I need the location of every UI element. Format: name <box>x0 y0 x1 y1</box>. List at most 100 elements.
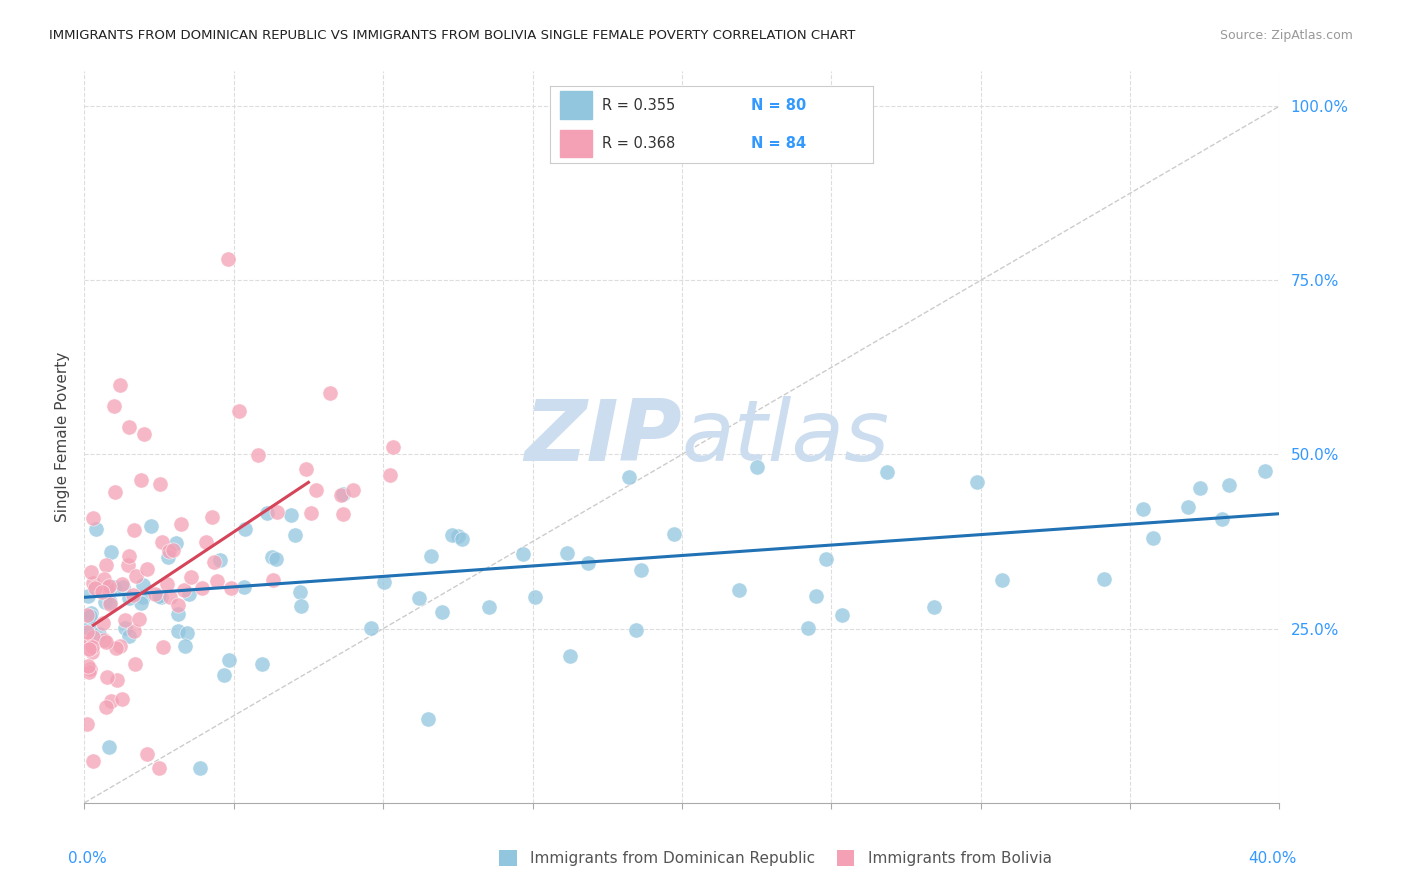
Point <box>152 640 174 654</box>
Point <box>131 591 153 605</box>
Point <box>148 761 170 775</box>
Point <box>150 590 173 604</box>
Point <box>122 523 145 537</box>
Point <box>373 575 395 590</box>
Point <box>98 594 121 608</box>
Point <box>77 621 100 635</box>
Point <box>256 506 278 520</box>
Point <box>139 519 162 533</box>
Point <box>815 551 838 566</box>
Point <box>82 575 104 590</box>
Text: Source: ZipAtlas.com: Source: ZipAtlas.com <box>1219 29 1353 42</box>
Point <box>305 483 328 497</box>
Point <box>447 529 470 543</box>
Point <box>477 599 499 614</box>
Point <box>136 747 159 761</box>
Point <box>98 598 121 612</box>
Point <box>122 588 145 602</box>
Point <box>76 636 98 650</box>
Point <box>796 621 818 635</box>
Point <box>876 465 898 479</box>
Point <box>191 581 214 595</box>
Text: 40.0%: 40.0% <box>1249 851 1296 865</box>
Point <box>132 426 156 441</box>
Point <box>555 545 578 559</box>
Point <box>419 549 441 563</box>
Point <box>156 577 179 591</box>
Point <box>264 551 287 566</box>
Point <box>98 740 121 755</box>
Point <box>1092 573 1115 587</box>
Point <box>332 486 354 500</box>
Point <box>1142 532 1164 546</box>
Point <box>84 581 107 595</box>
Point <box>76 608 98 623</box>
Point <box>232 580 254 594</box>
Point <box>167 624 190 639</box>
Point <box>1189 481 1212 495</box>
Point <box>82 640 104 654</box>
Point <box>1177 500 1199 515</box>
Point <box>177 587 200 601</box>
Point <box>176 625 198 640</box>
Point <box>180 570 202 584</box>
Point <box>100 693 122 707</box>
Point <box>202 555 225 569</box>
Text: Immigrants from Dominican Republic: Immigrants from Dominican Republic <box>530 851 815 865</box>
Point <box>97 579 120 593</box>
Text: atlas: atlas <box>682 395 890 479</box>
Point <box>100 545 122 559</box>
Point <box>745 459 768 474</box>
Point <box>664 527 686 541</box>
Point <box>280 508 302 522</box>
Point <box>212 668 235 682</box>
Y-axis label: Single Female Poverty: Single Female Poverty <box>55 352 70 522</box>
Point <box>165 536 187 550</box>
Point <box>450 532 472 546</box>
Point <box>188 761 211 775</box>
Point <box>922 600 945 615</box>
Point <box>87 627 110 641</box>
Point <box>966 475 988 490</box>
Point <box>104 484 127 499</box>
Point <box>80 645 103 659</box>
Point <box>247 448 270 462</box>
Point <box>262 550 284 565</box>
Point <box>118 629 141 643</box>
Point <box>332 508 354 522</box>
Point <box>159 591 181 605</box>
Point <box>84 522 107 536</box>
Text: IMMIGRANTS FROM DOMINICAN REPUBLIC VS IMMIGRANTS FROM BOLIVIA SINGLE FEMALE POVE: IMMIGRANTS FROM DOMINICAN REPUBLIC VS IM… <box>49 29 856 42</box>
Point <box>129 473 152 487</box>
Point <box>96 635 118 649</box>
Point <box>104 640 127 655</box>
Point <box>76 640 98 654</box>
Point <box>82 754 104 768</box>
Point <box>118 549 141 564</box>
Text: 0.0%: 0.0% <box>67 851 107 865</box>
Point <box>1218 478 1240 492</box>
Point <box>79 608 101 623</box>
Point <box>170 517 193 532</box>
Point <box>418 712 440 726</box>
Point <box>207 574 229 588</box>
Point <box>174 640 197 654</box>
Point <box>125 569 148 583</box>
Point <box>82 511 104 525</box>
Point <box>382 440 405 454</box>
Point <box>218 653 240 667</box>
Point <box>129 596 152 610</box>
Point <box>108 639 131 653</box>
Point <box>97 581 120 595</box>
Point <box>630 563 652 577</box>
Point <box>617 469 640 483</box>
Point <box>80 565 103 579</box>
Point <box>173 583 195 598</box>
Point <box>117 558 139 573</box>
Point <box>118 591 141 605</box>
Point <box>319 386 342 401</box>
Point <box>103 580 125 594</box>
Point <box>91 615 114 630</box>
Text: ZIP: ZIP <box>524 395 682 479</box>
Point <box>114 613 136 627</box>
